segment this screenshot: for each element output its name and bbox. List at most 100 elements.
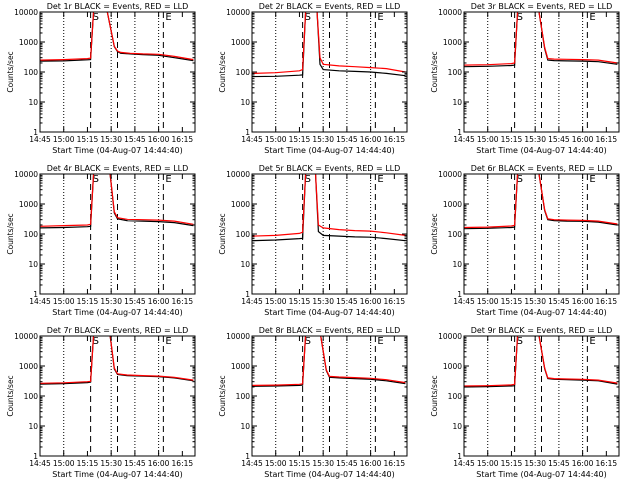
event-marker-label: E bbox=[377, 12, 383, 23]
x-tick-label: 16:00 bbox=[148, 135, 170, 144]
event-marker-label: E bbox=[165, 12, 171, 23]
x-tick-label: 15:30 bbox=[524, 135, 546, 144]
chart-title: Det 3r BLACK = Events, RED = LLD bbox=[471, 2, 613, 11]
chart-title: Det 7r BLACK = Events, RED = LLD bbox=[47, 326, 189, 335]
y-tick-label: 1 bbox=[457, 290, 462, 299]
y-tick-label: 1 bbox=[33, 128, 38, 137]
x-tick-label: 16:15 bbox=[172, 297, 194, 306]
y-tick-label: 100 bbox=[236, 68, 251, 77]
series-line-lld bbox=[40, 174, 194, 227]
event-marker-label: S bbox=[305, 174, 311, 185]
x-tick-label: 15:00 bbox=[477, 297, 499, 306]
x-tick-label: 15:45 bbox=[336, 459, 358, 468]
x-tick-label: 15:00 bbox=[53, 135, 75, 144]
series-line-lld bbox=[464, 12, 618, 66]
x-tick-label: 15:15 bbox=[77, 135, 99, 144]
x-tick-label: 15:45 bbox=[124, 459, 146, 468]
y-tick-label: 10000 bbox=[438, 8, 462, 17]
series-line-lld bbox=[40, 12, 194, 61]
x-tick-label: 16:00 bbox=[148, 459, 170, 468]
y-axis-label: Counts/sec bbox=[6, 375, 15, 416]
y-axis-label: Counts/sec bbox=[6, 51, 15, 92]
y-tick-label: 1000 bbox=[443, 38, 462, 47]
event-marker-label: E bbox=[589, 12, 595, 23]
x-tick-label: 14:45 bbox=[29, 459, 51, 468]
x-tick-label: 15:30 bbox=[524, 459, 546, 468]
x-tick-label: 14:45 bbox=[241, 297, 263, 306]
series-line-lld bbox=[40, 336, 194, 384]
x-tick-label: 15:00 bbox=[477, 135, 499, 144]
y-tick-label: 10000 bbox=[438, 170, 462, 179]
series-line-lld bbox=[464, 174, 618, 229]
x-tick-label: 15:15 bbox=[289, 135, 311, 144]
x-tick-label: 15:00 bbox=[265, 459, 287, 468]
series-line-lld bbox=[252, 12, 406, 74]
y-tick-label: 10000 bbox=[226, 332, 250, 341]
y-axis-label: Counts/sec bbox=[430, 51, 439, 92]
x-tick-label: 16:00 bbox=[360, 135, 382, 144]
x-tick-label: 15:30 bbox=[100, 135, 122, 144]
event-marker-label: E bbox=[165, 174, 171, 185]
y-tick-label: 10 bbox=[240, 98, 250, 107]
y-tick-label: 10000 bbox=[14, 332, 38, 341]
y-tick-label: 1000 bbox=[19, 200, 38, 209]
y-tick-label: 100 bbox=[448, 392, 463, 401]
y-tick-label: 10 bbox=[452, 422, 462, 431]
x-axis-label: Start Time (04-Aug-07 14:44:40) bbox=[476, 470, 607, 479]
chart-title: Det 2r BLACK = Events, RED = LLD bbox=[259, 2, 401, 11]
y-tick-label: 1000 bbox=[19, 38, 38, 47]
chart-title: Det 5r BLACK = Events, RED = LLD bbox=[259, 164, 401, 173]
x-tick-label: 15:15 bbox=[501, 135, 523, 144]
series-line-lld bbox=[464, 336, 618, 387]
x-tick-label: 16:15 bbox=[384, 459, 406, 468]
x-tick-label: 16:15 bbox=[172, 135, 194, 144]
x-tick-label: 15:00 bbox=[265, 135, 287, 144]
x-axis-label: Start Time (04-Aug-07 14:44:40) bbox=[52, 146, 183, 155]
y-tick-label: 100 bbox=[24, 392, 39, 401]
x-tick-label: 15:00 bbox=[477, 459, 499, 468]
x-tick-label: 14:45 bbox=[29, 297, 51, 306]
y-tick-label: 10 bbox=[28, 422, 38, 431]
y-axis-label: Counts/sec bbox=[6, 213, 15, 254]
y-axis-label: Counts/sec bbox=[430, 213, 439, 254]
y-tick-label: 1000 bbox=[443, 362, 462, 371]
x-tick-label: 15:45 bbox=[336, 135, 358, 144]
y-tick-label: 1 bbox=[245, 128, 250, 137]
x-tick-label: 14:45 bbox=[453, 297, 475, 306]
y-tick-label: 1 bbox=[245, 290, 250, 299]
chart-title: Det 6r BLACK = Events, RED = LLD bbox=[471, 164, 613, 173]
y-tick-label: 1000 bbox=[19, 362, 38, 371]
event-marker-label: S bbox=[93, 174, 99, 185]
y-tick-label: 1 bbox=[245, 452, 250, 461]
series-line-lld bbox=[252, 174, 406, 237]
x-axis-label: Start Time (04-Aug-07 14:44:40) bbox=[264, 146, 395, 155]
y-tick-label: 10 bbox=[240, 260, 250, 269]
x-tick-label: 16:15 bbox=[596, 135, 618, 144]
y-axis-label: Counts/sec bbox=[218, 375, 227, 416]
y-tick-label: 10000 bbox=[438, 332, 462, 341]
y-tick-label: 100 bbox=[236, 230, 251, 239]
x-axis-label: Start Time (04-Aug-07 14:44:40) bbox=[264, 470, 395, 479]
x-tick-label: 16:00 bbox=[360, 297, 382, 306]
x-tick-label: 16:00 bbox=[148, 297, 170, 306]
x-tick-label: 15:15 bbox=[77, 297, 99, 306]
y-axis-label: Counts/sec bbox=[430, 375, 439, 416]
x-tick-label: 15:15 bbox=[501, 459, 523, 468]
y-axis-label: Counts/sec bbox=[218, 213, 227, 254]
y-tick-label: 100 bbox=[448, 68, 463, 77]
event-marker-label: S bbox=[93, 12, 99, 23]
x-tick-label: 15:15 bbox=[77, 459, 99, 468]
event-marker-label: E bbox=[589, 174, 595, 185]
x-tick-label: 16:00 bbox=[360, 459, 382, 468]
y-tick-label: 1000 bbox=[231, 362, 250, 371]
y-tick-label: 100 bbox=[236, 392, 251, 401]
series-line-lld bbox=[252, 336, 406, 386]
x-tick-label: 16:15 bbox=[596, 459, 618, 468]
x-tick-label: 15:45 bbox=[548, 135, 570, 144]
x-tick-label: 15:45 bbox=[124, 297, 146, 306]
x-tick-label: 15:30 bbox=[312, 459, 334, 468]
y-tick-label: 1 bbox=[33, 452, 38, 461]
x-tick-label: 15:15 bbox=[501, 297, 523, 306]
